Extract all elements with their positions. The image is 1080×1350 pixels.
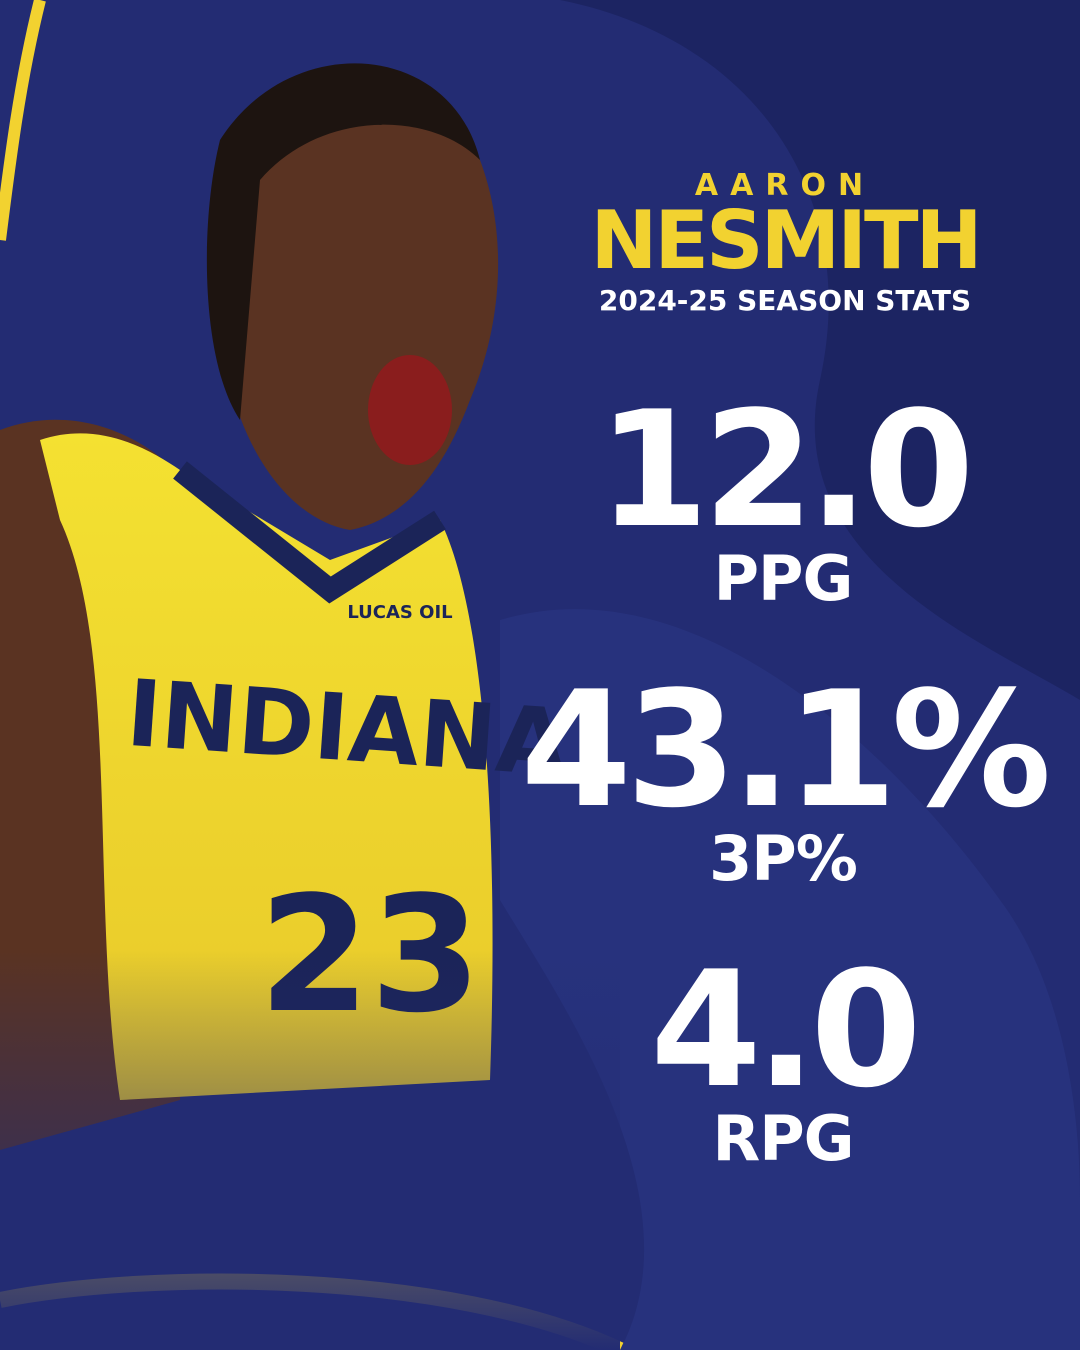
stat-value: 4.0	[650, 936, 915, 1123]
stat-value: 43.1%	[520, 656, 1047, 843]
stat-label: PPG	[714, 542, 853, 615]
bg-blob	[500, 609, 1080, 1350]
first-name: AARON	[695, 168, 875, 203]
subtitle: 2024-25 SEASON STATS	[599, 284, 971, 317]
stat-label: RPG	[712, 1102, 853, 1175]
bg-blob	[560, 0, 1080, 700]
yellow-curve	[0, 0, 46, 241]
player-photo: INDIANA 23 LUCAS OIL	[0, 63, 620, 1350]
last-name: NESMITH	[590, 194, 979, 287]
jersey-sponsor: LUCAS OIL	[347, 602, 452, 623]
stat-value: 12.0	[598, 376, 969, 563]
stat-label: 3P%	[709, 822, 857, 895]
